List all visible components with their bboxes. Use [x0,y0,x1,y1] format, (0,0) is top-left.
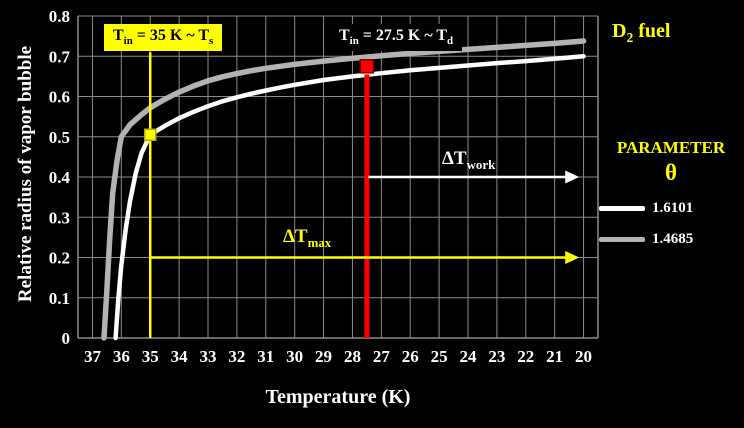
y-tick-label: 0.2 [49,249,70,268]
legend-line-white [599,206,645,211]
x-tick-label: 32 [228,347,245,366]
legend-label-1-6101: 1.6101 [652,200,694,216]
x-tick-label: 30 [286,347,303,366]
delta-t-max-arrow-head [565,251,580,264]
annotation-tin-35k-sub1: in [123,35,133,48]
y-tick-label: 0.6 [49,88,70,107]
x-tick-label: 37 [84,347,102,366]
x-tick-label: 31 [257,347,274,366]
legend-entry-1-4685: 1.4685 [599,231,693,248]
delta-t-work-arrow-head [565,170,580,184]
y-tick-label: 0.4 [49,168,71,187]
annotation-tin-35k-text2: = 35 K ~ T [132,27,210,44]
fuel-sub: 2 [626,30,634,45]
annotation-tin-35k-sub2: s [209,35,214,48]
x-tick-label: 27 [373,347,391,366]
legend-label-1-4685: 1.4685 [652,231,694,247]
x-tick-label: 29 [315,347,332,366]
annotation-tin-27-5k-sub1: in [349,35,359,48]
x-tick-label: 23 [488,347,505,366]
annotation-tin-35k-text: T [113,27,124,44]
fuel-label: D2 fuel [612,20,670,46]
marker-27-5k [359,59,375,74]
delta-t-max-sub: max [307,234,332,250]
annotation-tin-27-5k-text2: = 27.5 K ~ T [358,27,448,44]
annotation-tin-27-5k-text: T [339,27,350,44]
legend-entry-1-6101: 1.6101 [599,200,693,217]
delta-t-work-sub: work [466,156,496,172]
x-axis-title: Temperature (K) [265,386,411,408]
delta-t-work-label: ΔTwork [442,148,495,173]
x-tick-label: 21 [546,347,563,366]
marker-35k [143,128,157,141]
x-tick-label: 22 [517,347,534,366]
x-tick-label: 33 [200,347,217,366]
fuel-rest: fuel [633,20,671,42]
legend-title: PARAMETER [616,138,726,157]
x-tick-label: 26 [402,347,419,366]
annotation-tin-27-5k-sub2: d [447,35,454,48]
annotation-tin-27-5k: Tin = 27.5 K ~ Td [330,24,463,51]
x-tick-label: 36 [113,347,130,366]
legend-theta-symbol: θ [664,160,677,185]
x-tick-label: 34 [171,347,189,366]
y-tick-label: 0.8 [49,7,70,26]
y-tick-label: 0.5 [49,128,70,147]
y-tick-label: 0.1 [49,289,70,308]
x-tick-label: 35 [142,347,159,366]
series-line-1.4685 [101,38,587,341]
delta-t-max-base: ΔT [283,226,308,247]
y-tick-label: 0 [62,329,71,348]
x-tick-label: 24 [460,347,478,366]
delta-t-max-label: ΔTmax [283,226,331,251]
x-tick-label: 25 [431,347,448,366]
y-axis-title: Relative radius of vapor bubble [15,45,36,303]
x-tick-label: 20 [575,347,592,366]
annotation-tin-35k: Tin = 35 K ~ Ts [104,24,223,51]
y-tick-label: 0.3 [49,208,70,227]
fuel-base: D [612,20,627,42]
delta-t-work-base: ΔT [442,148,467,169]
x-tick-label: 28 [344,347,361,366]
y-tick-label: 0.7 [49,47,71,66]
series-line-1.6101 [113,54,586,341]
legend-line-gray [599,237,645,242]
